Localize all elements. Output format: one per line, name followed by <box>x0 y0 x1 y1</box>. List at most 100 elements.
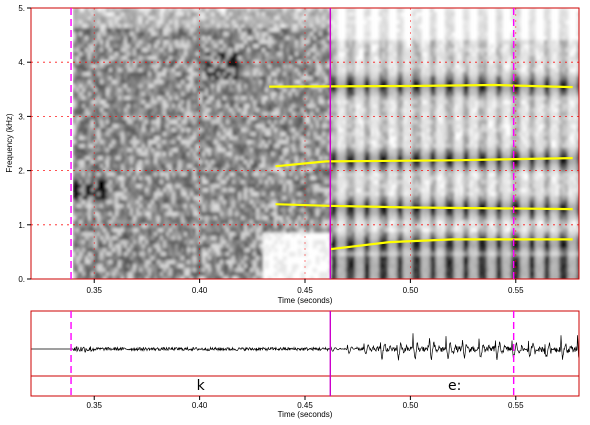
spectrogram-cell <box>97 12 101 17</box>
spectrogram-cell <box>118 148 122 153</box>
spectrogram-cell <box>205 104 209 109</box>
spectrogram-cell <box>154 52 158 57</box>
spectrogram-cell <box>139 92 143 97</box>
spectrogram-cell <box>88 200 92 205</box>
spectrogram-cell <box>94 232 98 237</box>
spectrogram-cell <box>217 132 221 137</box>
spectrogram-cell <box>121 140 125 145</box>
spectrogram-cell <box>133 52 137 57</box>
spectrogram-cell <box>256 204 260 209</box>
spectrogram-cell <box>154 64 158 69</box>
spectrogram-cell <box>157 120 161 125</box>
spectrogram-cell <box>217 228 221 233</box>
spectrogram-cell <box>289 32 293 37</box>
spectrogram-cell <box>148 228 152 233</box>
spectrogram-cell <box>166 8 170 13</box>
spectrogram-cell <box>241 204 245 209</box>
spectrogram-cell <box>298 56 302 61</box>
spectrogram-cell <box>274 168 278 173</box>
spectrogram-cell <box>133 272 137 277</box>
spectrogram-cell <box>112 144 116 149</box>
spectrogram-cell <box>127 40 131 45</box>
spectrogram-cell <box>82 184 86 189</box>
spectrogram-cell <box>214 68 218 73</box>
spectrogram-cell <box>184 16 188 21</box>
spectrogram-cell <box>112 64 116 69</box>
spectrogram-cell <box>115 72 119 77</box>
spectrogram-cell <box>118 80 122 85</box>
spectrogram-cell <box>118 72 122 77</box>
spectrogram-cell <box>229 192 233 197</box>
spectrogram-cell <box>220 192 224 197</box>
spectrogram-cell <box>121 236 125 241</box>
spectrogram-cell <box>103 240 107 245</box>
spectrogram-cell <box>226 36 230 41</box>
spectrogram-cell <box>259 256 263 261</box>
spectrogram-cell <box>205 192 209 197</box>
spectrogram-cell <box>181 140 185 145</box>
spectrogram-cell <box>151 276 155 279</box>
spectrogram-cell <box>289 124 293 129</box>
spectrogram-cell <box>100 220 104 225</box>
spectrogram-cell <box>247 8 251 13</box>
spectrogram-cell <box>196 132 200 137</box>
spectrogram-cell <box>73 44 77 49</box>
spectrogram-cell <box>175 116 179 121</box>
spectrogram-cell <box>253 268 257 273</box>
spectrogram-cell <box>127 112 131 117</box>
spectrogram-cell <box>178 184 182 189</box>
spectrogram-cell <box>295 44 299 49</box>
spectrogram-cell <box>76 252 80 257</box>
spectrogram-cell <box>103 80 107 85</box>
spectrogram-cell <box>73 228 77 233</box>
spectrogram-cell <box>151 76 155 81</box>
spectrogram-cell <box>190 24 194 29</box>
spectrogram-cell <box>121 156 125 161</box>
spectrogram-cell <box>79 180 83 185</box>
spectrogram-cell <box>175 224 179 229</box>
spectrogram-cell <box>250 128 254 133</box>
spectrogram-cell <box>295 64 299 69</box>
spectrogram-cell <box>280 132 284 137</box>
spectrogram-cell <box>166 60 170 65</box>
spectrogram-cell <box>238 276 242 279</box>
spectrogram-cell <box>160 244 164 249</box>
spectrogram-cell <box>220 116 224 121</box>
spectrogram-cell <box>181 116 185 121</box>
spectrogram-cell <box>193 232 197 237</box>
spectrogram-cell <box>151 156 155 161</box>
spectrogram-cell <box>259 76 263 81</box>
spectrogram-cell <box>151 256 155 261</box>
spectrogram-cell <box>157 72 161 77</box>
spectrogram-cell <box>115 144 119 149</box>
spectrogram-cell <box>97 100 101 105</box>
spectrogram-cell <box>235 92 239 97</box>
spectrogram-cell <box>112 276 116 279</box>
spectrogram-cell <box>292 224 296 229</box>
spectrogram-cell <box>265 84 269 89</box>
spectrogram-cell <box>208 92 212 97</box>
spectrogram-cell <box>280 232 284 237</box>
spectrogram-cell <box>82 72 86 77</box>
spectrogram-cell <box>73 156 77 161</box>
spectrogram-cell <box>94 264 98 269</box>
spectrogram-cell <box>94 188 98 193</box>
spectrogram-cell <box>280 208 284 213</box>
spectrogram-cell <box>106 108 110 113</box>
spectrogram-cell <box>160 120 164 125</box>
spectrogram-cell <box>112 236 116 241</box>
spectrogram-cell <box>76 64 80 69</box>
spectrogram-cell <box>238 176 242 181</box>
spectrogram-cell <box>232 148 236 153</box>
spectrogram-cell <box>220 212 224 217</box>
spectrogram-cell <box>223 184 227 189</box>
spectrogram-cell <box>118 272 122 277</box>
spectrogram-cell <box>268 132 272 137</box>
spectrogram-cell <box>73 176 77 181</box>
spectrogram-cell <box>217 212 221 217</box>
spectrogram-cell <box>169 276 173 279</box>
spectrogram-cell <box>196 124 200 129</box>
spectrogram-cell <box>184 64 188 69</box>
spectrogram-cell <box>214 144 218 149</box>
spectrogram-cell <box>208 244 212 249</box>
